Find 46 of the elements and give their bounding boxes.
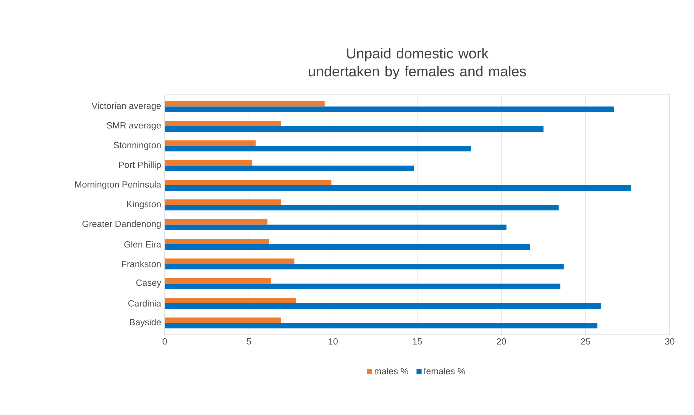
legend-label: males % <box>374 368 408 375</box>
chart-title: Unpaid domestic work undertaken by females and males <box>309 48 526 80</box>
y-tick-label: Casey <box>136 280 162 288</box>
bar <box>165 224 507 230</box>
y-tick-label: Glen Eira <box>124 241 162 248</box>
y-tick-label: Port Phillip <box>119 162 162 170</box>
bar <box>165 106 614 112</box>
x-tick-label: 0 <box>162 338 168 345</box>
y-tick-label: Frankston <box>122 260 161 268</box>
x-tick-label: 20 <box>497 338 506 345</box>
bar <box>165 284 561 290</box>
bar <box>165 239 270 245</box>
bar <box>165 278 272 284</box>
bar <box>165 120 282 126</box>
y-tick-label: Victorian average <box>92 102 162 111</box>
x-tick-label: 10 <box>329 338 338 345</box>
bar <box>165 166 414 172</box>
bar <box>165 140 256 146</box>
bar <box>165 264 564 270</box>
bar <box>165 244 530 250</box>
bar <box>165 180 332 186</box>
x-tick-label: 15 <box>413 338 422 345</box>
legend-label: females % <box>424 368 466 375</box>
bar <box>165 101 325 107</box>
x-tick-label: 30 <box>665 338 675 345</box>
bar <box>165 219 268 225</box>
bar <box>165 185 632 191</box>
bar <box>165 323 598 329</box>
y-tick-label: Bayside <box>130 319 162 328</box>
bar <box>165 258 295 264</box>
y-tick-label: Stonnington <box>114 142 161 150</box>
bar <box>165 298 296 304</box>
y-tick-label: SMR average <box>107 122 162 131</box>
y-tick-label: Mornington Peninsula <box>75 181 162 190</box>
bar <box>165 126 544 132</box>
bar <box>165 205 559 211</box>
y-tick-label: Cardinia <box>128 300 162 307</box>
x-tick-label: 5 <box>247 338 252 345</box>
x-tick-label: 25 <box>581 338 590 345</box>
y-tick-label: Kingston <box>127 200 161 210</box>
bar <box>165 146 472 152</box>
y-tick-label: Greater Dandenong <box>82 220 161 230</box>
bar <box>165 200 282 206</box>
bar <box>165 160 253 166</box>
bar <box>165 318 282 324</box>
bar <box>165 304 601 310</box>
